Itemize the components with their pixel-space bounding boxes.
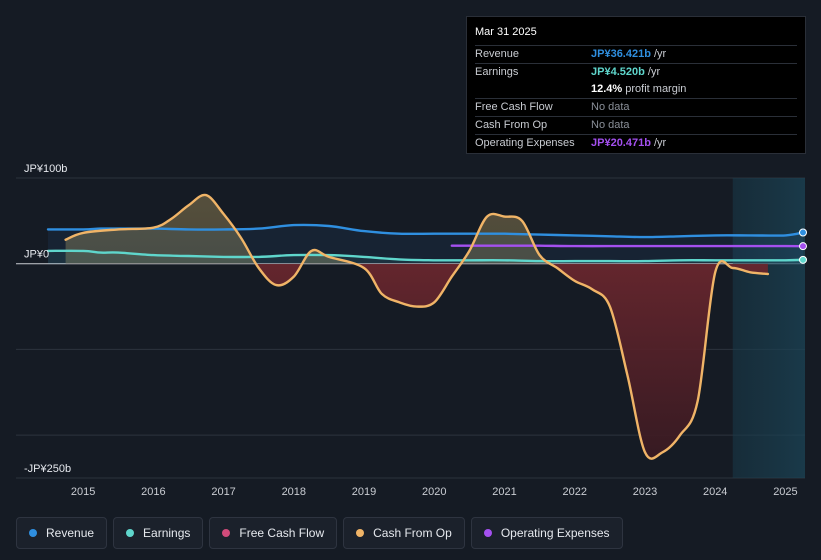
tooltip-number: JP¥20.471b <box>591 137 651 149</box>
y-tick-label: -JP¥250b <box>24 463 71 475</box>
tooltip-unit: /yr <box>647 66 661 78</box>
x-tick-label: 2024 <box>703 486 727 498</box>
revenue-end-dot <box>799 228 807 237</box>
tooltip-label <box>475 81 591 98</box>
cash-from-op-line <box>64 193 770 460</box>
tooltip-unit: /yr <box>654 48 667 60</box>
x-tick-label: 2025 <box>773 486 797 498</box>
operating-expenses-end-dot <box>799 242 807 251</box>
x-tick-label: 2021 <box>492 486 516 498</box>
x-tick-label: 2015 <box>71 486 95 498</box>
tooltip-row-free-cash-flow: Free Cash Flow No data <box>475 98 797 116</box>
legend-item-earnings[interactable]: Earnings <box>113 517 204 549</box>
cash-from-op-area-positive <box>65 194 768 264</box>
earnings-end-dot <box>799 255 807 264</box>
x-tick-label: 2016 <box>141 486 165 498</box>
tooltip-label: Operating Expenses <box>475 137 575 149</box>
earnings-area <box>48 250 803 264</box>
legend-dot-icon <box>483 529 492 537</box>
cash-from-op-area-negative <box>255 263 768 459</box>
operating-expenses-line <box>450 244 805 248</box>
tooltip-value: JP¥36.421b /yr <box>591 46 666 63</box>
tooltip-row-cash-from-op: Cash From Op No data <box>475 116 797 134</box>
revenue-area <box>48 224 803 264</box>
legend: Revenue Earnings Free Cash Flow Cash Fro… <box>16 517 623 549</box>
tooltip-number: 12.4% <box>591 83 623 95</box>
tooltip-row-revenue: Revenue JP¥36.421b /yr <box>475 45 797 63</box>
legend-label: Operating Expenses <box>500 526 610 540</box>
x-tick-label: 2022 <box>563 486 587 498</box>
legend-dot-icon <box>222 529 231 537</box>
tooltip-number: No data <box>591 101 630 113</box>
tooltip-number: JP¥36.421b <box>591 48 651 60</box>
legend-label: Cash From Op <box>373 526 452 540</box>
tooltip-number: JP¥4.520b <box>591 66 645 78</box>
legend-item-cash-from-op[interactable]: Cash From Op <box>343 517 465 549</box>
legend-dot-icon <box>356 529 365 537</box>
y-tick-label: JP¥0 <box>24 249 49 261</box>
tooltip-label: Cash From Op <box>475 119 548 131</box>
tooltip-row-operating-expenses: Operating Expenses JP¥20.471b /yr <box>475 134 797 152</box>
tooltip-label: Free Cash Flow <box>475 101 553 113</box>
earnings-line <box>46 249 805 263</box>
tooltip-row-profit-margin: 12.4% profit margin <box>475 81 797 98</box>
tooltip-unit: profit margin <box>625 83 687 95</box>
x-tick-label: 2020 <box>422 486 446 498</box>
x-tick-label: 2019 <box>352 486 376 498</box>
legend-label: Revenue <box>46 526 95 540</box>
x-tick-label: 2017 <box>211 486 235 498</box>
legend-label: Earnings <box>143 526 191 540</box>
x-tick-label: 2018 <box>282 486 306 498</box>
tooltip-value: No data <box>591 99 630 116</box>
tooltip-number: No data <box>591 119 630 131</box>
legend-item-free-cash-flow[interactable]: Free Cash Flow <box>209 517 338 549</box>
legend-label: Free Cash Flow <box>239 526 325 540</box>
tooltip-row-earnings: Earnings JP¥4.520b /yr <box>475 63 797 81</box>
y-tick-label: JP¥100b <box>24 163 67 175</box>
tooltip: Mar 31 2025 Revenue JP¥36.421b /yr Earni… <box>466 16 806 154</box>
x-tick-label: 2023 <box>633 486 657 498</box>
tooltip-date: Mar 31 2025 <box>475 26 537 38</box>
forecast-region <box>732 178 805 478</box>
tooltip-unit: /yr <box>654 137 667 149</box>
tooltip-value: JP¥4.520b /yr <box>591 64 660 81</box>
tooltip-value: 12.4% profit margin <box>591 81 686 98</box>
tooltip-label: Revenue <box>475 48 520 60</box>
legend-item-revenue[interactable]: Revenue <box>16 517 108 549</box>
tooltip-value: No data <box>591 117 630 134</box>
legend-dot-icon <box>29 529 37 537</box>
legend-dot-icon <box>126 529 135 537</box>
legend-item-operating-expenses[interactable]: Operating Expenses <box>470 517 623 549</box>
tooltip-value: JP¥20.471b /yr <box>591 135 666 152</box>
tooltip-label: Earnings <box>475 66 519 78</box>
